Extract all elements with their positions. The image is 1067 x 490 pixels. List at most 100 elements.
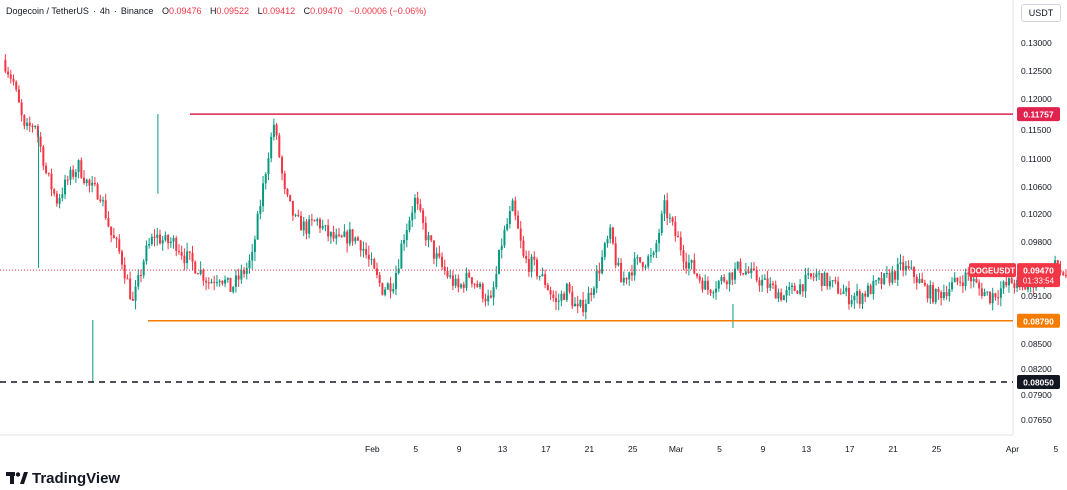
candle-body [294,214,297,216]
candle-body [161,240,164,244]
candle-body [704,280,707,290]
candle-body [191,252,194,262]
horizontal-levels[interactable] [0,113,1013,383]
time-axis[interactable]: Feb5913172125Mar5913172125Apr5913172125M… [365,444,1067,454]
candle-body [932,285,935,303]
candle-body [370,259,373,261]
candle-body [446,270,449,277]
candle-body [281,156,284,174]
candle-body [712,292,715,294]
candle-body [771,283,774,285]
candle-body [804,274,807,292]
candle-body [172,238,175,242]
candle-body [64,179,67,195]
candle-body [655,243,658,253]
candle-body [641,262,644,268]
candle-body [39,136,42,147]
level-tag-low [1017,375,1060,389]
candle-body [69,169,72,180]
candle-body [1062,272,1065,276]
candle-body [50,173,53,190]
candle-body [424,222,427,241]
y-tick-label: 0.07650 [1021,415,1052,425]
open-value: 0.09476 [168,6,202,16]
candle-body [362,249,365,251]
candle-body [397,268,400,274]
candle-body [660,213,663,233]
candle-body [690,260,693,263]
candle-body [888,272,891,283]
candle-body [1013,283,1016,288]
candle-body [465,272,468,288]
candle-body [286,188,289,195]
candle-body [782,295,785,301]
candle-body [473,283,476,285]
candle-body [400,243,403,269]
candle-body [20,102,23,116]
candle-body [229,277,232,292]
candle-body [226,277,229,280]
candle-body [28,122,31,126]
currency-button[interactable]: USDT [1021,4,1061,22]
candle-body [929,285,932,299]
tradingview-branding[interactable]: TradingView [6,470,120,488]
candle-body [945,292,948,297]
candle-body [744,271,747,275]
candle-body [986,291,989,293]
candle-body [300,215,303,231]
candle-body [508,211,511,224]
candle-body [83,177,86,184]
candle-body [354,237,357,242]
symbol-name[interactable]: Dogecoin / TetherUS [6,6,89,16]
candle-body [346,231,349,244]
candle-body [427,235,430,241]
candle-body [630,272,633,276]
candle-body [1005,281,1008,286]
candle-body [959,281,962,283]
candle-body [332,232,335,239]
candle-body [1007,278,1010,286]
candle-body [715,288,718,293]
candle-body [994,293,997,298]
candle-body [359,240,362,251]
candle-body [72,169,75,177]
candle-body [224,279,227,284]
candle-body [386,283,389,290]
candle-body [590,292,593,295]
low-value: 0.09412 [262,6,296,16]
candle-body [790,285,793,287]
candle-body [601,257,604,274]
candle-body [476,283,479,287]
candle-body [375,268,378,276]
candle-body [348,229,351,244]
candle-body [438,253,441,257]
candle-body [158,234,161,244]
candle-body [571,291,574,307]
candle-body [394,273,397,290]
candle-body [592,288,595,295]
candle-body [430,235,433,241]
candle-body [910,267,913,269]
candle-body [484,298,487,302]
candle-body [723,277,726,282]
candle-body [36,126,39,137]
candle-body [997,297,1000,299]
interval[interactable]: 4h [99,6,110,16]
candle-body [218,280,221,283]
price-axis[interactable]: 0.13000 0.12500 0.12000 0.11500 0.11000 0.106… [1021,38,1052,425]
candle-body [120,251,123,265]
candle-body [940,292,943,298]
candle-body [169,241,172,244]
candle-body [53,189,56,194]
candle-body [15,81,18,90]
candle-body [546,284,549,291]
candle-body [384,289,387,295]
candle-body [818,273,821,275]
y-tick-label: 0.09800 [1021,237,1052,247]
candle-body [305,221,308,234]
candle-body [560,293,563,301]
candle-body [970,274,973,282]
candle-body [389,283,392,292]
candle-body [847,287,850,305]
